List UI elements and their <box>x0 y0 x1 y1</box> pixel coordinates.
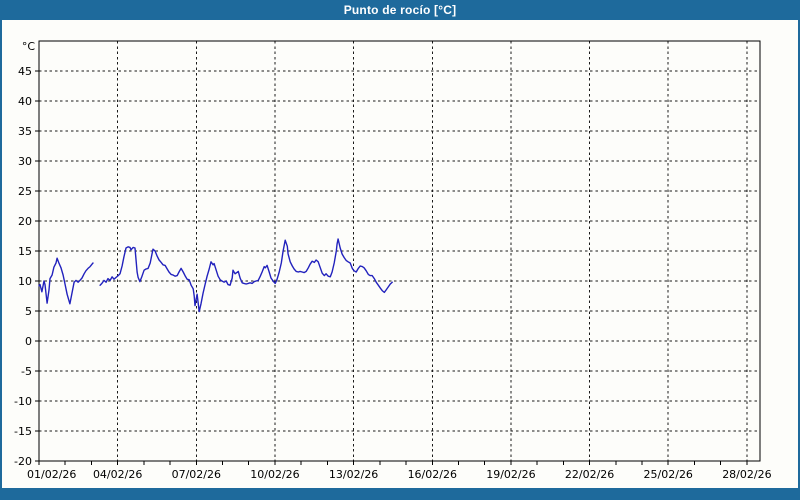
x-tick-labels: 01/02/26 04/02/26 07/02/26 10/02/26 13/02/26… <box>27 468 772 481</box>
y-axis-unit-label: °C <box>22 40 36 53</box>
y-tick-label: 45 <box>18 65 32 78</box>
x-tick-marks <box>38 461 748 465</box>
x-tick-label: 16/02/26 <box>408 468 457 481</box>
x-tick-label: 22/02/26 <box>565 468 614 481</box>
series-line <box>38 238 393 313</box>
y-tick-label: 0 <box>25 335 32 348</box>
y-tick-label: -5 <box>21 365 32 378</box>
y-tick-label: 30 <box>18 155 32 168</box>
x-tick-label: 13/02/26 <box>329 468 378 481</box>
x-tick-label: 28/02/26 <box>722 468 771 481</box>
window-title: Punto de rocío [°C] <box>343 3 457 17</box>
y-tick-label: 10 <box>18 275 32 288</box>
x-tick-label: 01/02/26 <box>27 468 76 481</box>
y-tick-label: 25 <box>18 185 32 198</box>
y-gridlines <box>39 70 760 432</box>
bottom-bar <box>2 488 798 500</box>
y-tick-label: -15 <box>14 425 32 438</box>
x-tick-label: 04/02/26 <box>93 468 142 481</box>
x-tick-label: 10/02/26 <box>250 468 299 481</box>
y-tick-label: 40 <box>18 95 32 108</box>
y-tick-label: 35 <box>18 125 32 138</box>
y-tick-label: -20 <box>14 455 32 468</box>
y-tick-label: 15 <box>18 245 32 258</box>
y-tick-labels: -20 -15 -10 -5 0 5 10 15 20 25 30 35 40 45 °C <box>14 40 39 468</box>
x-gridlines <box>117 41 748 461</box>
y-tick-label: 5 <box>25 305 32 318</box>
x-tick-label: 07/02/26 <box>172 468 221 481</box>
window-title-bar: Punto de rocío [°C] <box>2 0 798 20</box>
y-tick-label: 20 <box>18 215 32 228</box>
x-tick-label: 19/02/26 <box>486 468 535 481</box>
x-tick-label: 25/02/26 <box>644 468 693 481</box>
y-tick-label: -10 <box>14 395 32 408</box>
chart-area: -20 -15 -10 -5 0 5 10 15 20 25 30 35 40 45 °C 01/02/26 0… <box>2 20 798 488</box>
